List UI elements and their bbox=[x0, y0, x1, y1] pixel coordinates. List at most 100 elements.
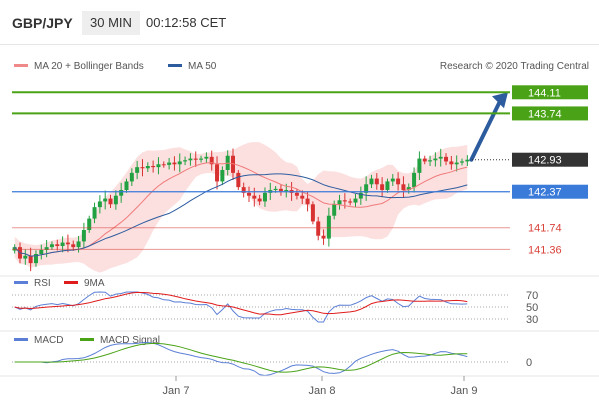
candle-body bbox=[12, 247, 17, 251]
candle-body bbox=[294, 192, 299, 196]
candle-body bbox=[23, 255, 28, 259]
forecast-arrow-shaft bbox=[469, 99, 502, 162]
candle-body bbox=[262, 192, 267, 202]
candle-body bbox=[241, 187, 246, 193]
candle-body bbox=[220, 170, 225, 182]
bollinger-band-area bbox=[14, 142, 468, 273]
rsi-level-label-2: 30 bbox=[526, 314, 538, 326]
rsi-level-label-1: 50 bbox=[526, 302, 538, 314]
candle-body bbox=[124, 181, 129, 190]
candle-body bbox=[193, 158, 198, 160]
x-tick-label-0: Jan 7 bbox=[163, 385, 190, 397]
rsi-legend-swatch bbox=[14, 281, 28, 284]
candle-body bbox=[113, 195, 118, 205]
candle-body bbox=[119, 190, 124, 196]
macd-legend-swatch bbox=[14, 338, 28, 341]
level-label-5: 141.36 bbox=[528, 244, 562, 256]
candle-body bbox=[204, 156, 209, 159]
rsi-ma-line bbox=[14, 291, 468, 316]
candle-body bbox=[380, 184, 385, 190]
candle-body bbox=[135, 167, 140, 173]
candle-body bbox=[177, 161, 182, 165]
candle-body bbox=[465, 159, 470, 162]
candle-body bbox=[454, 162, 459, 165]
rsi-ma-legend-swatch bbox=[64, 281, 78, 284]
candle-body bbox=[252, 195, 257, 199]
candle-body bbox=[364, 184, 369, 193]
candle-body bbox=[428, 160, 433, 162]
candle-body bbox=[167, 162, 172, 165]
macd-signal-line bbox=[14, 342, 468, 373]
candle-body bbox=[396, 178, 401, 185]
candle-body bbox=[374, 178, 379, 185]
candle-body bbox=[337, 200, 342, 205]
bollinger-legend-swatch bbox=[14, 64, 28, 67]
candle-body bbox=[33, 254, 38, 264]
candle-body bbox=[326, 215, 331, 239]
candle-body bbox=[438, 156, 443, 159]
candle-body bbox=[406, 187, 411, 190]
candle-body bbox=[209, 156, 214, 165]
candle-body bbox=[369, 178, 374, 185]
candle-body bbox=[140, 167, 145, 169]
ma50-line bbox=[14, 173, 468, 257]
candle-body bbox=[342, 200, 347, 202]
candle-body bbox=[183, 160, 188, 162]
macd-signal-legend-label: MACD Signal bbox=[100, 335, 160, 346]
candle-body bbox=[76, 241, 81, 248]
candle-body bbox=[278, 188, 283, 192]
candle-body bbox=[236, 172, 241, 188]
macd-signal-legend-swatch bbox=[80, 338, 94, 341]
timeframe-button[interactable]: 30 MIN bbox=[82, 11, 140, 35]
candle-body bbox=[284, 190, 289, 192]
rsi-ma-legend-label: 9MA bbox=[84, 278, 105, 289]
candle-body bbox=[151, 166, 156, 168]
candle-body bbox=[332, 204, 337, 216]
candle-body bbox=[246, 192, 251, 196]
level-label-3: 142.37 bbox=[528, 187, 562, 199]
candle-body bbox=[358, 192, 363, 199]
candle-body bbox=[310, 204, 315, 222]
candle-body bbox=[273, 188, 278, 190]
rsi-line bbox=[14, 291, 468, 323]
candle-body bbox=[348, 201, 353, 203]
candle-body bbox=[172, 162, 177, 165]
candle-body bbox=[55, 244, 60, 246]
candle-body bbox=[300, 195, 305, 199]
candle-body bbox=[199, 158, 204, 160]
forecast-arrow-head bbox=[492, 92, 508, 109]
rsi-level-label-0: 70 bbox=[526, 290, 538, 302]
level-label-box-0 bbox=[512, 85, 588, 100]
candle-body bbox=[92, 207, 97, 219]
candle-body bbox=[71, 244, 76, 248]
candle-body bbox=[231, 155, 236, 173]
candle-body bbox=[321, 235, 326, 239]
candle-body bbox=[215, 164, 220, 182]
level-label-4: 141.74 bbox=[528, 223, 562, 235]
level-label-2: 142.93 bbox=[528, 155, 562, 167]
candle-body bbox=[449, 161, 454, 165]
price-levels: 144.11 143.74 142.93 142.37 141.74 141.36 bbox=[12, 85, 588, 256]
macd-zero-label: 0 bbox=[526, 357, 532, 369]
ma50-legend-label: MA 50 bbox=[188, 61, 217, 72]
price-plot bbox=[12, 92, 508, 273]
candle-body bbox=[97, 201, 102, 208]
candle-body bbox=[353, 198, 358, 203]
candle-body bbox=[417, 158, 422, 173]
candle-body bbox=[188, 158, 193, 161]
candle-body bbox=[433, 158, 438, 161]
candle-body bbox=[156, 164, 161, 168]
candle-body bbox=[257, 198, 262, 202]
candle-body bbox=[60, 242, 65, 246]
macd-plot: 0 bbox=[12, 341, 532, 377]
candle-body bbox=[412, 172, 417, 188]
credit-text: Research © 2020 Trading Central bbox=[440, 61, 589, 72]
candle-body bbox=[39, 250, 44, 254]
candle-body bbox=[81, 230, 86, 242]
candle-body bbox=[305, 198, 310, 205]
candle-body bbox=[129, 172, 134, 182]
candle-body bbox=[460, 161, 465, 163]
macd-line bbox=[14, 341, 468, 377]
